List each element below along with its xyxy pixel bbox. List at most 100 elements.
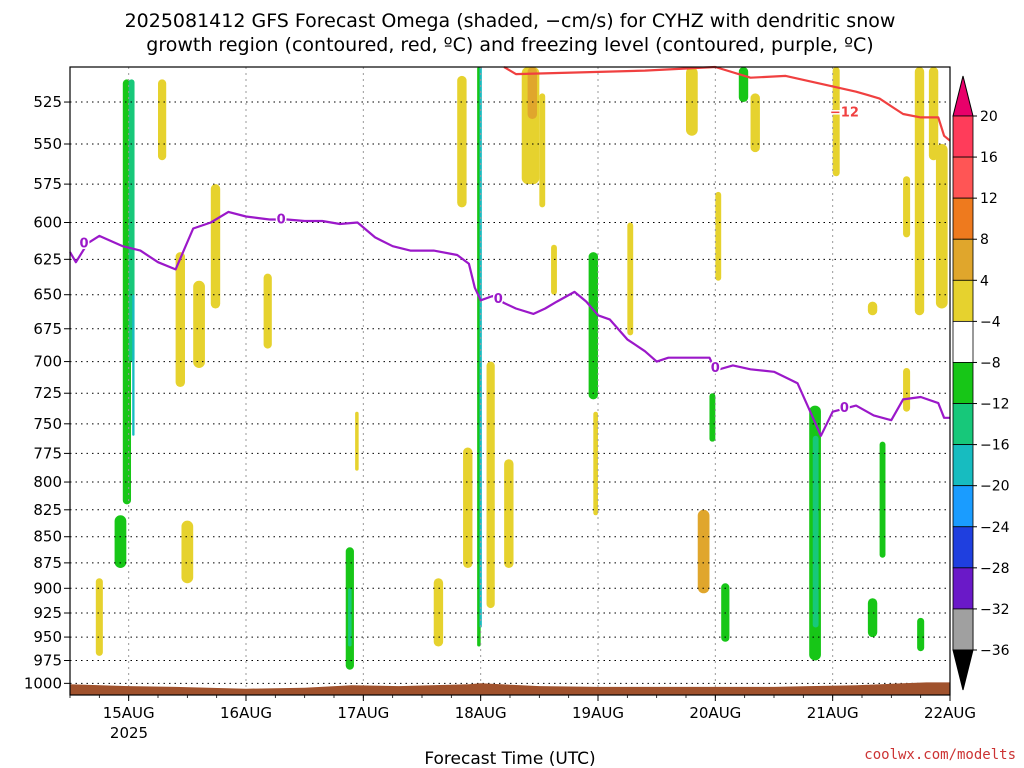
omega-cell bbox=[551, 244, 557, 295]
colorbar-segment bbox=[952, 608, 974, 651]
x-tick-label: 22AUG bbox=[924, 704, 976, 722]
y-tick-label: 600 bbox=[33, 214, 62, 232]
omega-cell bbox=[263, 273, 272, 349]
omega-cell bbox=[181, 520, 194, 584]
y-tick-label: 750 bbox=[33, 415, 62, 433]
colorbar-label: 12 bbox=[980, 191, 998, 207]
omega-cell bbox=[193, 280, 205, 368]
y-tick-label: 700 bbox=[33, 353, 62, 371]
omega-cell bbox=[738, 67, 749, 103]
surface-terrain bbox=[70, 682, 950, 695]
chart-title-line-2: growth region (contoured, red, ºC) and f… bbox=[146, 34, 873, 56]
y-tick-label: 875 bbox=[33, 554, 62, 572]
y-tick-label: 950 bbox=[33, 628, 62, 646]
y-tick-label: 775 bbox=[33, 444, 62, 462]
omega-cell bbox=[175, 252, 185, 387]
plot-area: 0 0 0 0 0 −12 bbox=[69, 65, 951, 696]
colorbar-segment bbox=[952, 567, 974, 610]
colorbar-label: 16 bbox=[980, 150, 998, 166]
y-tick-label: 925 bbox=[33, 604, 62, 622]
y-tick-label: 575 bbox=[33, 175, 62, 193]
colorbar-label: −36 bbox=[980, 643, 1010, 659]
y-tick-label: 550 bbox=[33, 135, 62, 153]
colorbar-label: 8 bbox=[980, 232, 989, 248]
omega-cell bbox=[935, 144, 948, 309]
omega-cell bbox=[588, 252, 598, 400]
omega-cell bbox=[928, 67, 939, 161]
colorbar-label: −16 bbox=[980, 438, 1010, 454]
omega-cell bbox=[867, 301, 878, 316]
omega-cell bbox=[132, 294, 135, 436]
y-tick-label: 625 bbox=[33, 250, 62, 268]
y-axis: 525 550 575 600 625 650 675 700 725 750 775 800 825 8… bbox=[24, 93, 70, 692]
y-tick-label: 675 bbox=[33, 320, 62, 338]
omega-cell bbox=[879, 441, 886, 558]
y-tick-label: 525 bbox=[33, 93, 62, 111]
x-tick-label: 18AUG bbox=[455, 704, 507, 722]
omega-cell bbox=[627, 222, 634, 336]
x-tick-label: 19AUG bbox=[572, 704, 624, 722]
colorbar-label: −12 bbox=[980, 397, 1010, 413]
omega-cell bbox=[479, 67, 482, 628]
omega-cell bbox=[128, 79, 135, 362]
colorbar-segment bbox=[952, 279, 974, 322]
omega-cell bbox=[504, 459, 514, 569]
contour-label: −12 bbox=[830, 105, 859, 120]
omega-cell bbox=[486, 361, 495, 609]
omega-cell bbox=[867, 598, 878, 638]
x-tick-label: 15AUG bbox=[103, 704, 155, 722]
y-tick-label: 650 bbox=[33, 286, 62, 304]
omega-cell bbox=[715, 191, 722, 281]
x-axis-title: Forecast Time (UTC) bbox=[424, 749, 595, 768]
x-tick-label: 16AUG bbox=[220, 704, 272, 722]
colorbar-label: −28 bbox=[980, 561, 1010, 577]
contour-line bbox=[503, 65, 951, 142]
omega-cell bbox=[463, 447, 473, 569]
colorbar-segment bbox=[952, 115, 974, 158]
omega-cell bbox=[95, 578, 103, 656]
omega-cell bbox=[355, 411, 359, 471]
omega-cell bbox=[593, 411, 598, 516]
colorbar: 20 16 12 8 4 −4 −8 −12 −16 −20 −24 −28 −32 −36 bbox=[952, 75, 1010, 691]
contour-lines: 0 0 0 0 0 −12 bbox=[69, 65, 951, 437]
colorbar-label: −20 bbox=[980, 479, 1010, 495]
omega-cell bbox=[348, 588, 352, 647]
omega-cell bbox=[686, 67, 698, 136]
x-axis: 15AUG 16AUG 17AUG 18AUG 19AUG 20AUG 21AUG 22AUG bbox=[69, 695, 976, 722]
credit-text: coolwx.com/modelts bbox=[864, 747, 1016, 763]
omega-cell bbox=[210, 184, 221, 309]
plot-background bbox=[70, 67, 950, 695]
colorbar-segment bbox=[952, 485, 974, 528]
omega-cell bbox=[917, 617, 925, 652]
colorbar-top-arrow bbox=[952, 75, 974, 117]
colorbar-segment bbox=[952, 403, 974, 446]
colorbar-bottom-arrow bbox=[952, 649, 974, 691]
omega-cell bbox=[812, 435, 819, 628]
omega-cell bbox=[750, 93, 760, 153]
y-tick-label: 1000 bbox=[24, 674, 62, 692]
x-tick-label: 20AUG bbox=[689, 704, 741, 722]
contour-label: 0 bbox=[80, 236, 89, 251]
x-tick-year-label: 2025 bbox=[110, 724, 148, 742]
contour-label: 0 bbox=[277, 212, 286, 227]
omega-cell bbox=[158, 79, 167, 161]
omega-cell bbox=[709, 393, 716, 442]
colorbar-label: −8 bbox=[980, 355, 1001, 371]
colorbar-segment bbox=[952, 444, 974, 487]
colorbar-label: 20 bbox=[980, 109, 998, 125]
x-tick-label: 17AUG bbox=[337, 704, 389, 722]
contour-line bbox=[69, 210, 950, 437]
omega-cell bbox=[914, 67, 925, 316]
colorbar-segment bbox=[952, 238, 974, 281]
y-tick-label: 800 bbox=[33, 473, 62, 491]
omega-cell bbox=[527, 67, 537, 120]
omega-cell bbox=[832, 67, 840, 177]
omega-cell bbox=[539, 93, 546, 208]
y-tick-label: 825 bbox=[33, 501, 62, 519]
colorbar-label: −24 bbox=[980, 520, 1010, 536]
colorbar-segment bbox=[952, 362, 974, 404]
contour-label: 0 bbox=[711, 361, 720, 376]
colorbar-label: −32 bbox=[980, 602, 1010, 618]
surface-terrain-area bbox=[70, 682, 950, 695]
